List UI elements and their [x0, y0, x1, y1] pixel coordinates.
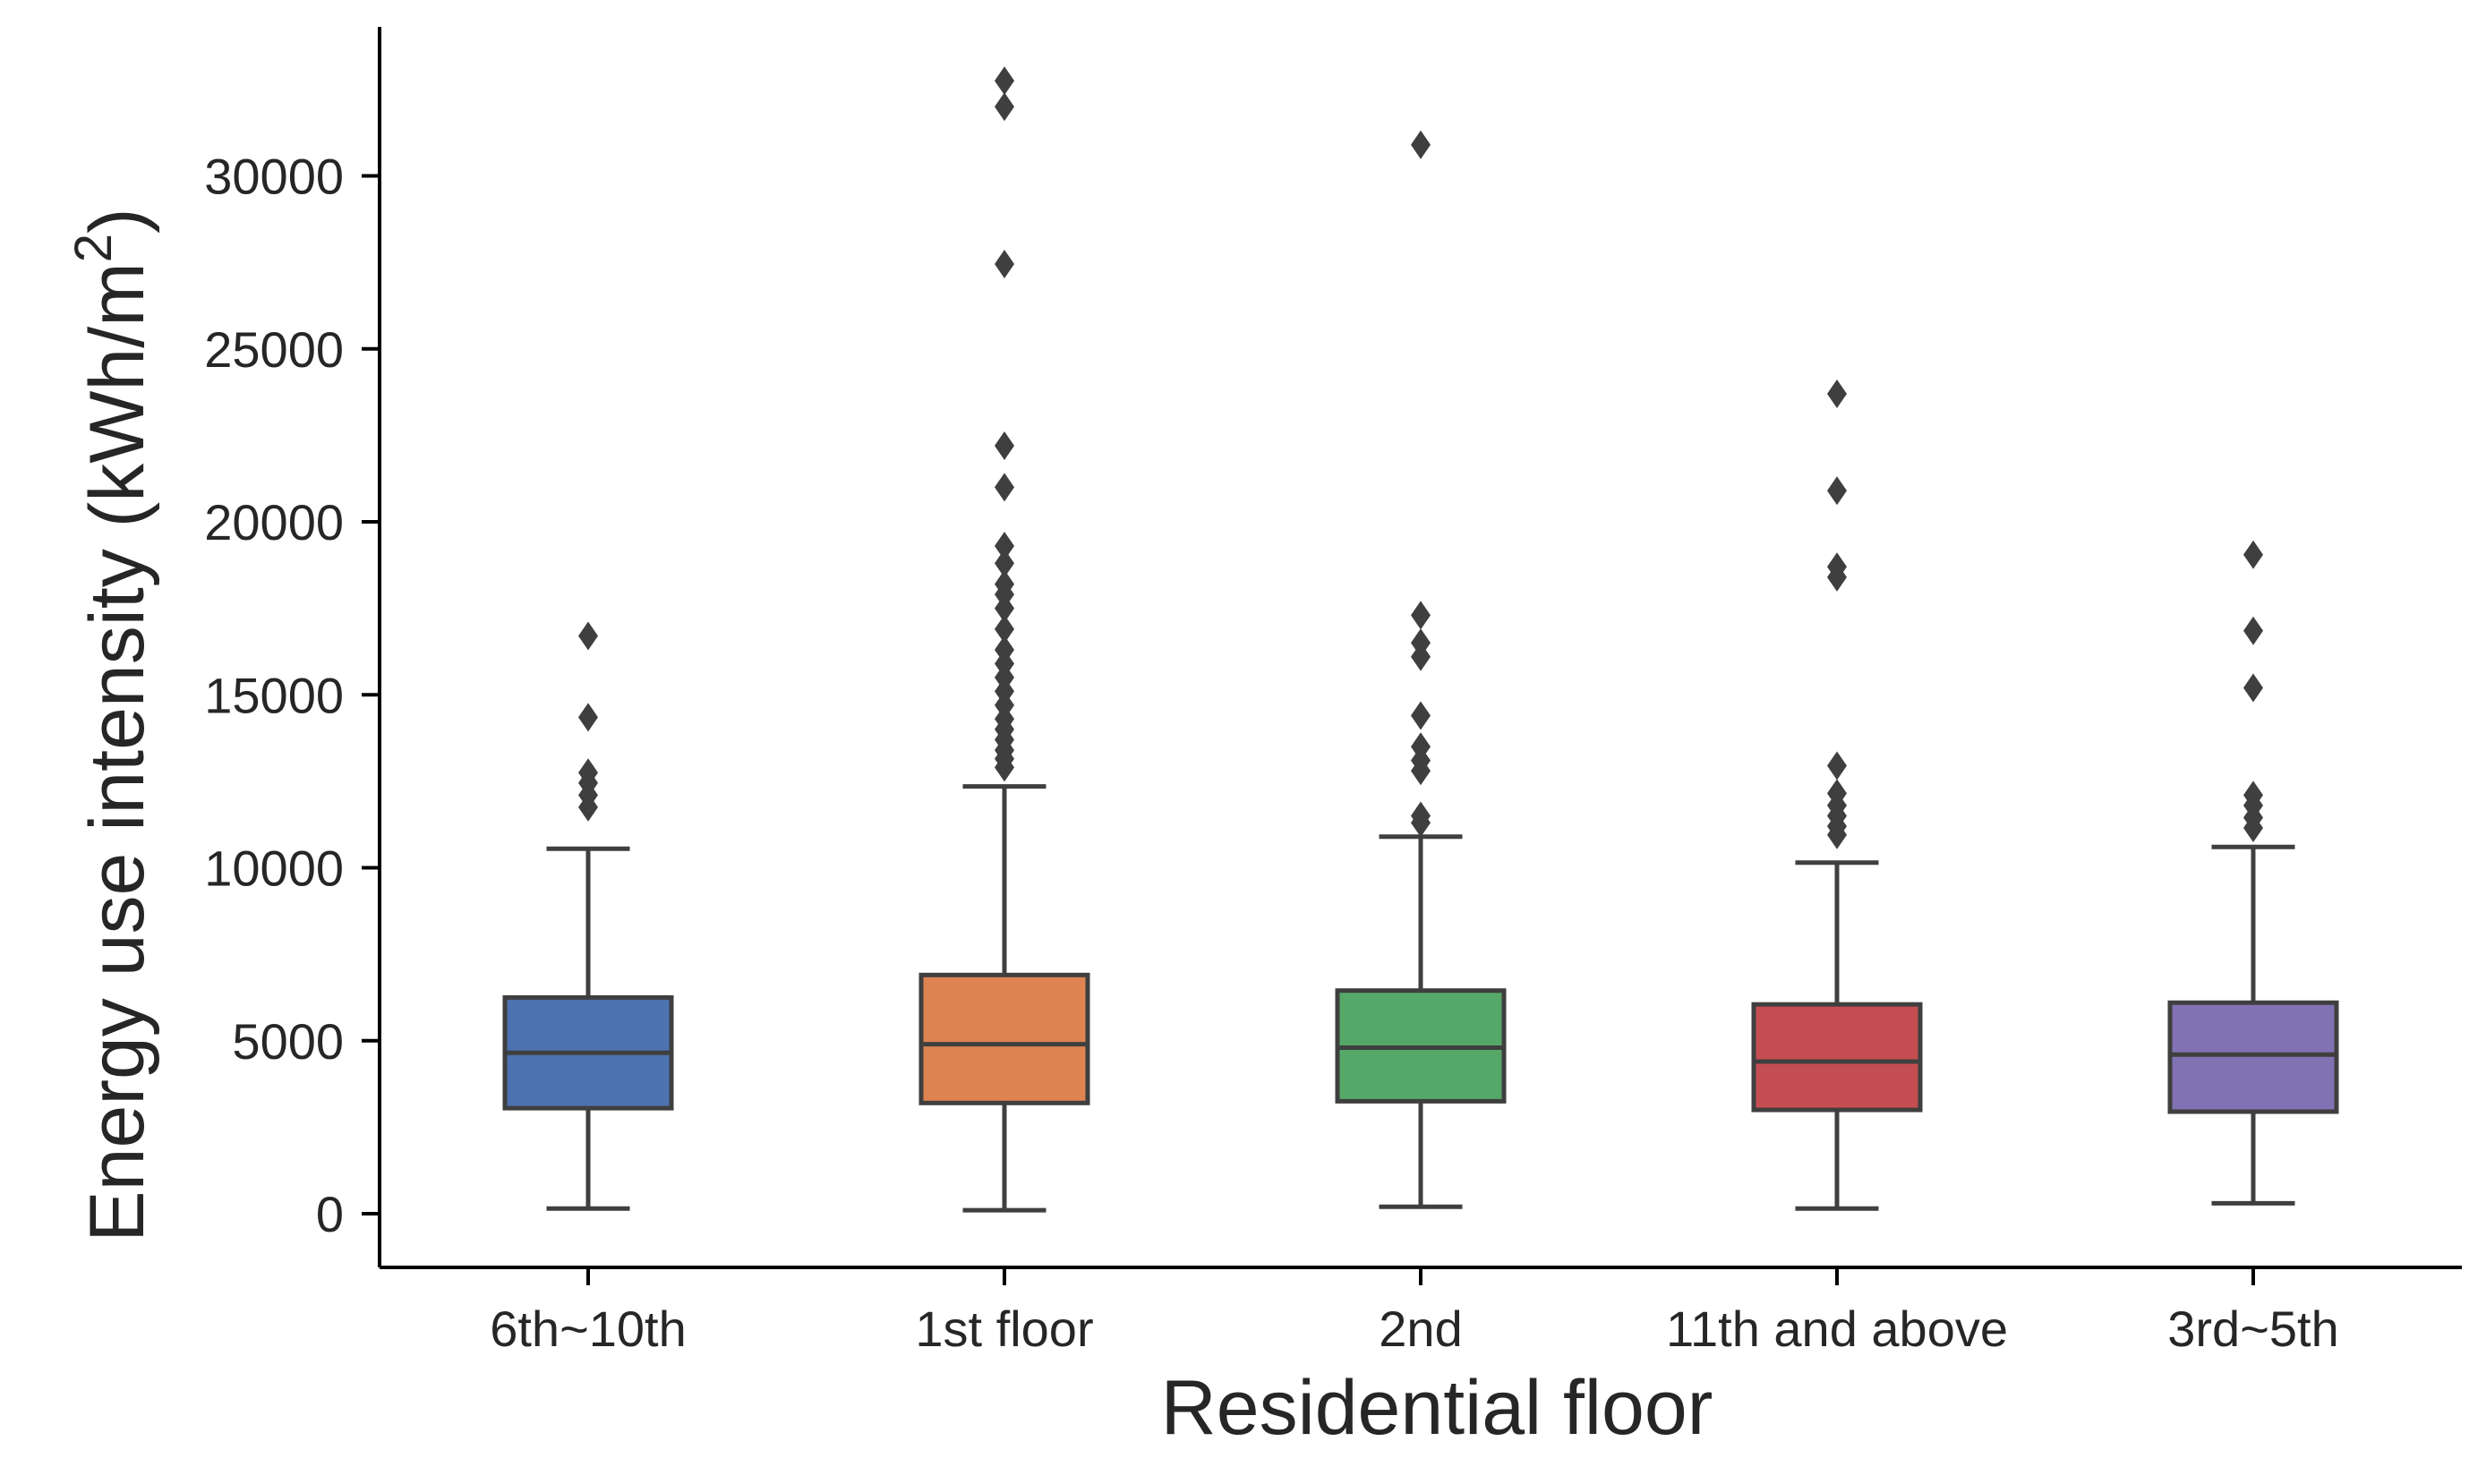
outlier-point: [995, 66, 1014, 96]
x-tick-label: 3rd~5th: [2167, 1301, 2339, 1357]
outlier-point: [2243, 780, 2263, 810]
box-iqr: [1751, 1002, 1923, 1113]
outlier-point: [578, 703, 598, 732]
outlier-point: [1827, 379, 1847, 408]
outlier-point: [2243, 540, 2263, 569]
y-axis-title-superscript: 2: [64, 234, 123, 262]
outlier-point: [995, 569, 1014, 599]
outlier-point: [1827, 751, 1847, 780]
outlier-point: [1827, 476, 1847, 506]
outlier-point: [1411, 801, 1431, 831]
x-ticks: 6th~10th 1st floor 2nd 11th and above 3rd~5t…: [490, 1267, 2339, 1357]
outlier-point: [2243, 673, 2263, 703]
y-tick-label: 15000: [204, 667, 344, 723]
x-tick-label: 2nd: [1379, 1301, 1462, 1357]
boxes-layer: [502, 66, 2339, 1213]
outlier-point: [995, 635, 1014, 665]
y-tick-label: 5000: [232, 1013, 344, 1070]
box-group: [1335, 130, 1507, 1209]
box-group: [918, 66, 1090, 1213]
outlier-point: [995, 614, 1014, 644]
y-axis-title-main: Energy use intensity (kWh/m: [74, 262, 160, 1241]
y-tick-label: 30000: [204, 149, 344, 205]
outlier-point: [995, 431, 1014, 460]
y-tick-label: 25000: [204, 321, 344, 378]
outlier-point: [1827, 779, 1847, 808]
box-iqr: [918, 972, 1090, 1105]
outlier-point: [1411, 732, 1431, 762]
box-iqr: [2167, 1000, 2339, 1114]
outlier-point: [1411, 601, 1431, 630]
outlier-point: [1411, 130, 1431, 159]
outlier-point: [2243, 616, 2263, 645]
x-tick-label: 6th~10th: [490, 1301, 687, 1357]
outlier-point: [1827, 552, 1847, 582]
box-group: [2167, 540, 2339, 1206]
outlier-point: [995, 549, 1014, 578]
outlier-point: [578, 621, 598, 651]
y-tick-label: 10000: [204, 840, 344, 897]
outlier-point: [995, 250, 1014, 279]
y-axis-title-close: ): [74, 208, 160, 234]
box-group: [1751, 379, 1923, 1211]
y-tick-label: 20000: [204, 494, 344, 550]
x-axis-title: Residential floor: [1161, 1365, 1713, 1451]
x-tick-label: 1st floor: [915, 1301, 1093, 1357]
y-tick-label: 0: [316, 1186, 344, 1242]
y-axis-title: Energy use intensity (kWh/m2): [64, 208, 160, 1241]
outlier-point: [995, 532, 1014, 561]
outlier-point: [995, 92, 1014, 122]
outlier-point: [1411, 701, 1431, 730]
outlier-point: [1411, 628, 1431, 658]
outlier-point: [995, 473, 1014, 502]
x-tick-label: 11th and above: [1666, 1301, 2008, 1357]
outlier-point: [578, 758, 598, 788]
box-group: [502, 621, 674, 1211]
y-ticks: 0 5000 10000 15000 20000 25000 30000: [204, 149, 380, 1242]
